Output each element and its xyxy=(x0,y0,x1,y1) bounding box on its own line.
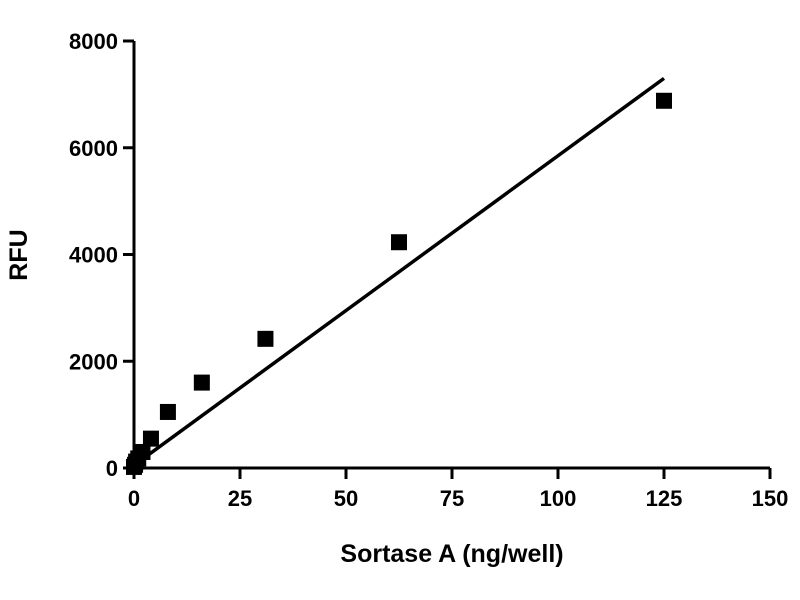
x-tick-label: 100 xyxy=(540,486,577,511)
x-tick-label: 50 xyxy=(334,486,358,511)
ticks: 0 2000 4000 6000 8000 0 25 50 75 100 125 150 xyxy=(69,29,788,511)
data-point xyxy=(193,374,210,391)
y-tick-label: 2000 xyxy=(69,349,118,374)
data-points xyxy=(126,92,672,475)
axes xyxy=(132,41,770,470)
x-tick-label: 25 xyxy=(228,486,252,511)
y-axis-title: RFU xyxy=(5,229,33,280)
y-tick-label: 6000 xyxy=(69,136,118,161)
data-point xyxy=(159,403,176,420)
x-tick-label: 150 xyxy=(752,486,789,511)
regression-line-group xyxy=(132,76,666,467)
y-tick-label: 4000 xyxy=(69,243,118,268)
data-point xyxy=(391,234,407,251)
x-tick-label: 0 xyxy=(128,486,140,511)
data-point xyxy=(142,430,159,447)
x-tick-label: 125 xyxy=(646,486,683,511)
y-tick-label: 8000 xyxy=(69,29,118,54)
data-point xyxy=(134,443,151,460)
x-tick-label: 75 xyxy=(440,486,464,511)
x-axis-title: Sortase A (ng/well) xyxy=(340,540,563,568)
y-tick-label: 0 xyxy=(106,456,118,481)
data-point xyxy=(656,92,672,109)
data-point xyxy=(257,330,274,347)
regression-line xyxy=(132,76,666,467)
